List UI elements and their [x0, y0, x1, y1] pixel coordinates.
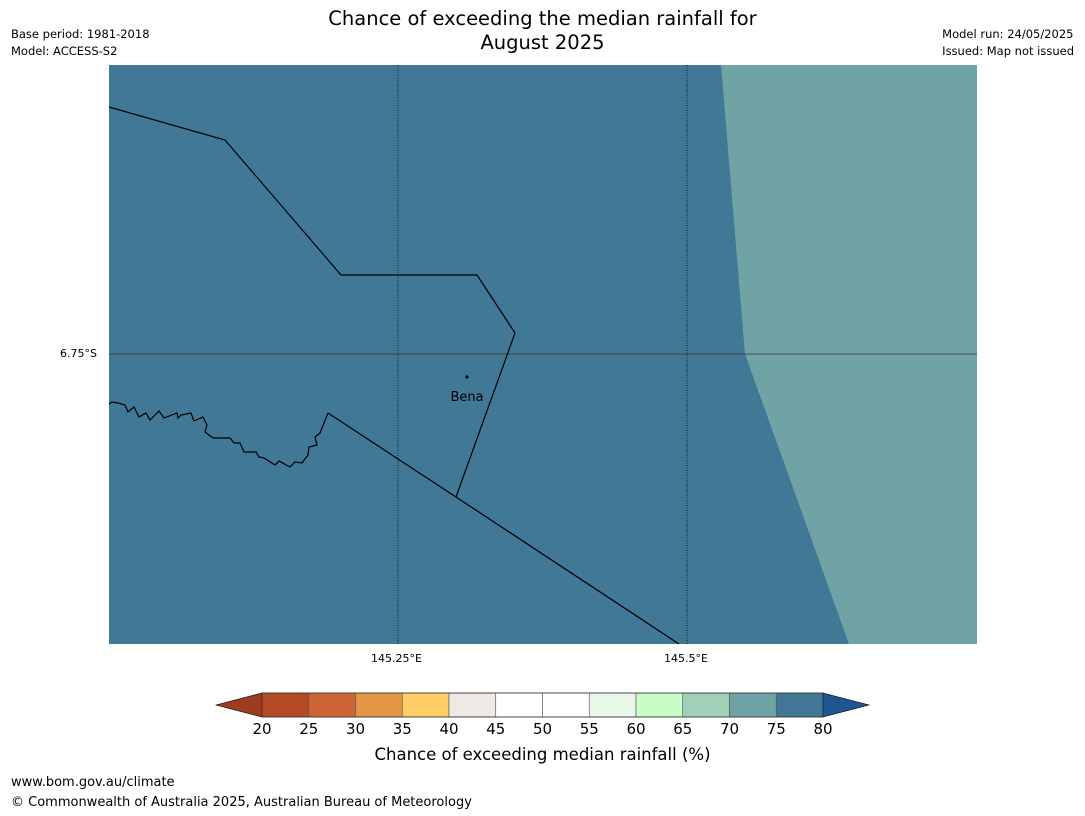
map-panel[interactable]: Bena [108, 65, 977, 645]
district-boundary-south [327, 412, 680, 645]
colorbar-segment [355, 692, 403, 718]
coastline [108, 401, 329, 468]
colorbar-tick-label: 65 [673, 720, 693, 738]
colorbar-segment [588, 692, 637, 718]
colorbar-under-arrow [214, 692, 263, 718]
colorbar-segment [401, 692, 450, 718]
base-period-text: Base period: 1981-2018 [11, 27, 150, 41]
lat-label: 6.75°S [60, 347, 97, 360]
title-line-2: August 2025 [480, 31, 605, 54]
meta-left: Base period: 1981-2018 Model: ACCESS-S2 [11, 26, 150, 60]
colorbar-segment [775, 692, 824, 718]
colorbar-tick-label: 25 [299, 720, 319, 738]
colorbar-tick-label: 60 [626, 720, 646, 738]
lon-label-1: 145.25°E [371, 652, 422, 665]
map-title: Chance of exceeding the median rainfall … [0, 7, 1085, 55]
colorbar-tick-label: 35 [392, 720, 412, 738]
town-label-bena: Bena [450, 390, 483, 405]
colorbar-tick-label: 45 [486, 720, 506, 738]
colorbar-segment [495, 692, 543, 718]
colorbar-tick-label: 55 [579, 720, 599, 738]
title-line-1: Chance of exceeding the median rainfall … [328, 7, 757, 30]
colorbar-tick-label: 50 [532, 720, 553, 738]
colorbar-segment [261, 692, 310, 718]
colorbar-segment [729, 692, 777, 718]
colorbar-tick-label: 80 [813, 720, 833, 738]
colorbar [214, 692, 871, 718]
forecast-region-east [721, 65, 977, 644]
model-run-text: Model run: 24/05/2025 [942, 27, 1074, 41]
footer-url[interactable]: www.bom.gov.au/climate [11, 775, 175, 790]
lon-label-2: 145.5°E [664, 652, 708, 665]
map-canvas: Bena [108, 65, 977, 645]
model-text: Model: ACCESS-S2 [11, 44, 118, 58]
colorbar-segment [448, 692, 497, 718]
meta-right: Model run: 24/05/2025 Issued: Map not is… [942, 26, 1074, 60]
colorbar-tick-label: 30 [345, 720, 366, 738]
colorbar-tick-label: 75 [766, 720, 786, 738]
colorbar-segment [308, 692, 356, 718]
colorbar-segment [682, 692, 730, 718]
colorbar-segment [542, 692, 590, 718]
colorbar-over-arrow [822, 692, 871, 718]
town-marker [465, 375, 469, 379]
colorbar-tick-label: 20 [252, 720, 272, 738]
colorbar-outline [261, 692, 824, 718]
district-boundary [108, 106, 516, 498]
colorbar-tick-label: 40 [439, 720, 459, 738]
colorbar-label: Chance of exceeding median rainfall (%) [374, 745, 711, 764]
issued-text: Issued: Map not issued [942, 44, 1074, 58]
colorbar-tick-label: 70 [719, 720, 740, 738]
colorbar-segment [635, 692, 684, 718]
footer-copyright: © Commonwealth of Australia 2025, Austra… [11, 795, 472, 810]
